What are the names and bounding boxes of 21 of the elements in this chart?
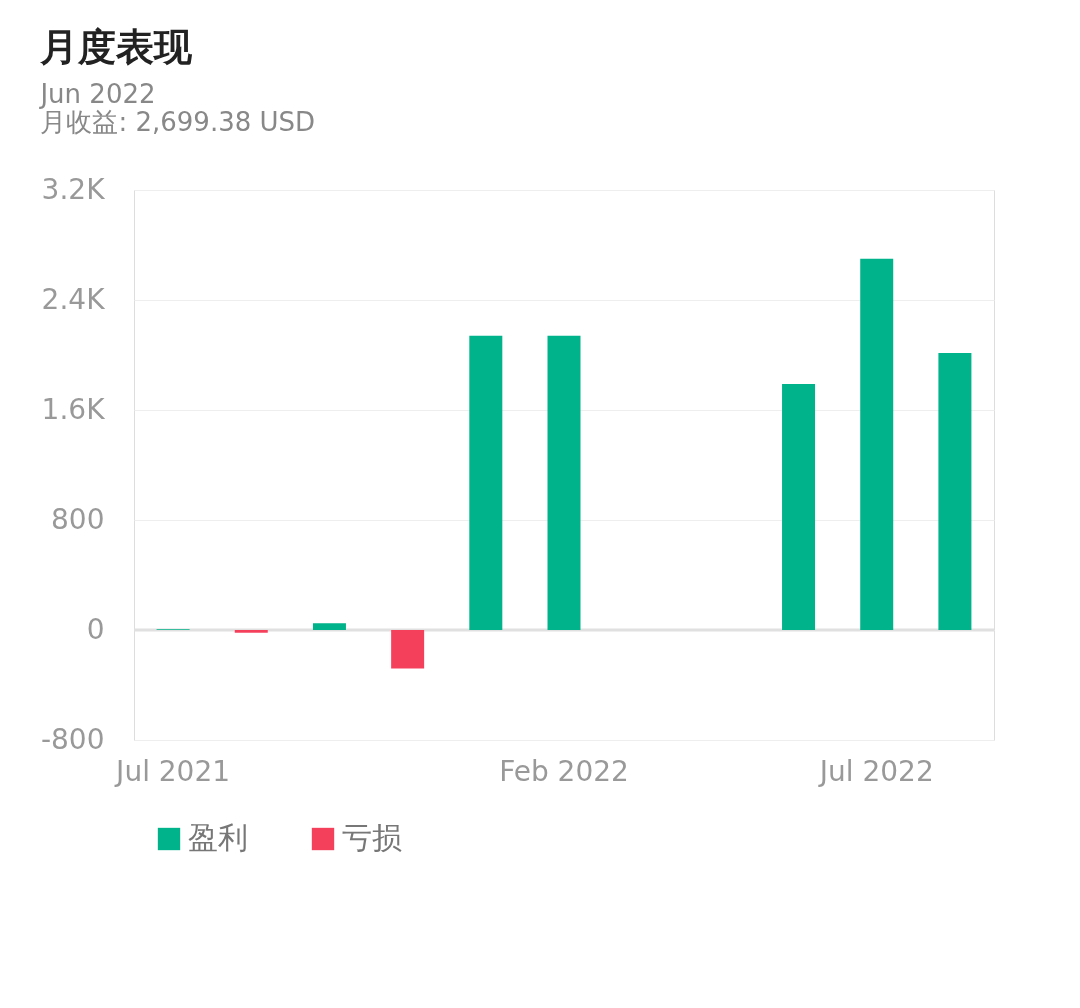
bar — [547, 335, 581, 630]
bar — [312, 623, 346, 630]
x-tick-label: Jul 2022 — [817, 754, 934, 788]
bar — [234, 630, 268, 633]
legend-label: 亏损 — [342, 820, 402, 855]
y-tick-label: -800 — [40, 722, 105, 756]
y-tick-label: 1.6K — [41, 392, 106, 426]
bar — [469, 335, 503, 630]
bar — [860, 258, 894, 630]
y-tick-label: 0 — [86, 612, 105, 646]
legend-label: 盈利 — [188, 820, 248, 855]
y-tick-label: 800 — [51, 502, 105, 536]
y-tick-label: 2.4K — [41, 282, 106, 316]
text: Jun 2022 — [38, 79, 156, 109]
bar — [938, 352, 972, 630]
x-tick-label: Feb 2022 — [499, 754, 629, 788]
bar — [782, 383, 816, 630]
chart-title: 月度表现 — [39, 25, 194, 69]
bar — [391, 630, 425, 669]
y-tick-label: 3.2K — [41, 172, 106, 206]
x-tick-label: Jul 2021 — [114, 754, 231, 788]
